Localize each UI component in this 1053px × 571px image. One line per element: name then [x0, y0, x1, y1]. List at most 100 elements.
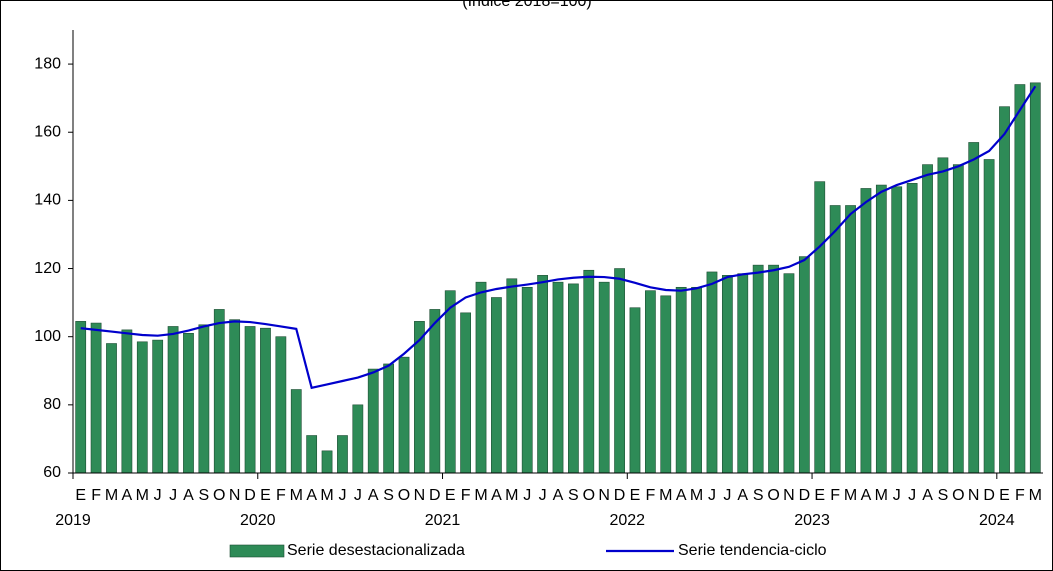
- bar: [875, 184, 887, 474]
- x-year-label: 2019: [55, 512, 91, 529]
- x-tick-label: M: [320, 487, 333, 504]
- bar: [829, 205, 841, 474]
- x-tick-label: J: [708, 487, 716, 504]
- x-year-label: 2024: [979, 512, 1015, 529]
- bar: [1029, 82, 1041, 474]
- x-tick-label: J: [169, 487, 177, 504]
- bar: [90, 322, 102, 474]
- x-tick-label: S: [568, 487, 579, 504]
- x-tick-label: M: [474, 487, 487, 504]
- bar: [383, 363, 395, 474]
- x-tick-label: M: [290, 487, 303, 504]
- bar: [983, 159, 995, 474]
- x-tick-label: M: [690, 487, 703, 504]
- legend-label: Serie tendencia-ciclo: [678, 542, 827, 559]
- bar: [752, 264, 764, 474]
- bar: [460, 312, 471, 474]
- bar: [814, 181, 826, 474]
- bar: [1014, 84, 1026, 474]
- bar: [614, 268, 625, 474]
- x-tick-label: N: [414, 487, 426, 504]
- bar: [367, 368, 379, 474]
- bar: [906, 183, 918, 474]
- bar: [675, 286, 687, 474]
- bar: [891, 186, 903, 474]
- x-tick-label: F: [1015, 487, 1025, 504]
- bar: [352, 404, 364, 474]
- bar: [845, 205, 856, 474]
- x-tick-label: M: [136, 487, 149, 504]
- x-tick-label: J: [893, 487, 901, 504]
- x-tick-label: J: [354, 487, 362, 504]
- x-tick-label: J: [539, 487, 547, 504]
- bar: [521, 286, 533, 474]
- bar: [106, 343, 117, 474]
- x-tick-label: O: [767, 487, 779, 504]
- x-tick-label: S: [383, 487, 394, 504]
- bar: [121, 329, 133, 474]
- x-tick-label: J: [523, 487, 531, 504]
- x-tick-label: A: [737, 487, 748, 504]
- x-tick-label: D: [799, 487, 811, 504]
- x-tick-label: J: [338, 487, 346, 504]
- x-tick-label: S: [753, 487, 764, 504]
- bar: [721, 275, 733, 474]
- x-tick-label: J: [723, 487, 731, 504]
- x-tick-label: F: [276, 487, 286, 504]
- bar: [136, 341, 148, 474]
- trend-line: [80, 85, 1037, 390]
- bar: [737, 273, 749, 474]
- bar: [506, 278, 518, 474]
- y-tick-label: 80: [43, 396, 61, 413]
- x-year-label: 2023: [794, 512, 830, 529]
- x-tick-label: J: [908, 487, 916, 504]
- x-tick-label: A: [491, 487, 502, 504]
- bar: [922, 164, 933, 474]
- bar: [213, 309, 225, 474]
- bar: [644, 290, 656, 474]
- x-tick-label: M: [105, 487, 118, 504]
- bar: [660, 295, 672, 474]
- bar: [475, 281, 487, 474]
- bar: [691, 286, 702, 474]
- x-tick-label: F: [91, 487, 101, 504]
- x-tick-label: O: [583, 487, 595, 504]
- x-tick-label: N: [783, 487, 795, 504]
- bar: [152, 339, 164, 474]
- x-tick-label: A: [922, 487, 933, 504]
- x-tick-label: E: [445, 487, 456, 504]
- bar: [167, 326, 179, 474]
- bar: [783, 273, 795, 474]
- x-tick-label: F: [461, 487, 471, 504]
- bar: [937, 157, 949, 474]
- x-year-label: 2021: [425, 512, 461, 529]
- x-tick-label: N: [968, 487, 980, 504]
- bar: [444, 290, 456, 474]
- x-tick-label: M: [1029, 487, 1042, 504]
- bar: [244, 326, 256, 474]
- bar: [275, 336, 287, 474]
- x-tick-label: S: [938, 487, 949, 504]
- x-tick-label: N: [598, 487, 610, 504]
- x-tick-label: D: [244, 487, 256, 504]
- x-tick-label: A: [368, 487, 379, 504]
- x-tick-label: E: [630, 487, 641, 504]
- bar: [598, 281, 610, 474]
- y-tick-label: 140: [34, 192, 61, 209]
- bar: [337, 435, 348, 474]
- bar: [798, 256, 810, 474]
- bar: [429, 309, 441, 474]
- x-tick-label: N: [229, 487, 241, 504]
- x-tick-label: O: [398, 487, 410, 504]
- x-tick-label: E: [75, 487, 86, 504]
- bar: [552, 281, 564, 474]
- bar: [183, 332, 194, 474]
- x-tick-label: D: [983, 487, 995, 504]
- x-tick-label: O: [213, 487, 225, 504]
- x-year-label: 2022: [609, 512, 645, 529]
- bar: [537, 275, 548, 474]
- x-tick-label: E: [260, 487, 271, 504]
- x-tick-label: E: [999, 487, 1010, 504]
- x-year-label: 2020: [240, 512, 276, 529]
- x-tick-label: J: [154, 487, 162, 504]
